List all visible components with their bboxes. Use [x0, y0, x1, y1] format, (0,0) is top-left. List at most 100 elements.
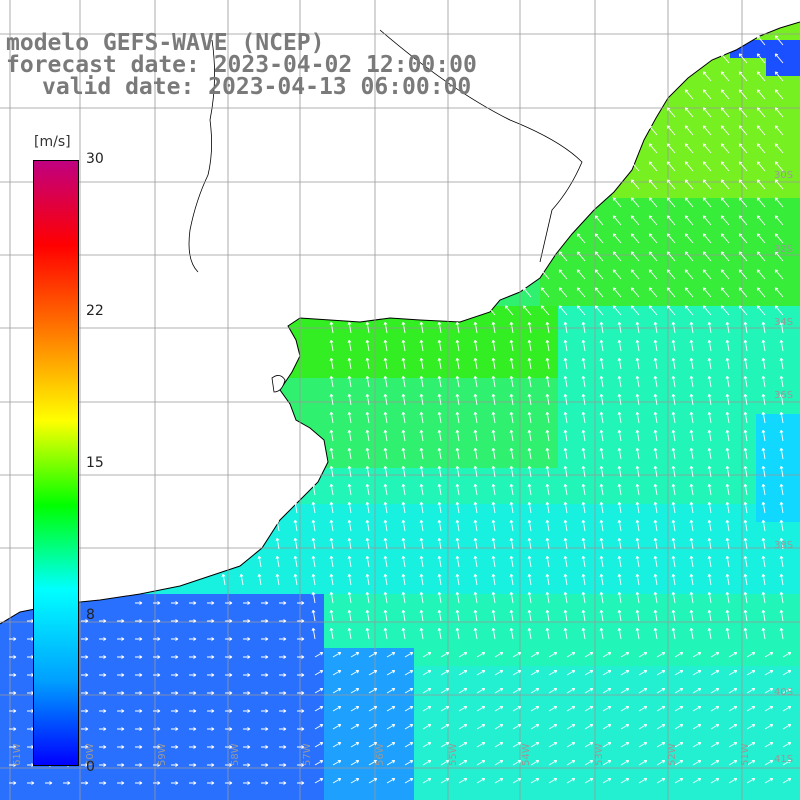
wind-arrow: [81, 709, 89, 713]
wind-arrow: [602, 651, 612, 658]
wind-arrow: [530, 723, 540, 730]
wind-arrow: [491, 519, 496, 532]
wind-arrow: [638, 651, 648, 658]
wind-arrow: [707, 411, 712, 424]
wind-arrow: [576, 287, 586, 298]
wind-arrow: [347, 411, 352, 424]
wind-arrow: [386, 759, 396, 766]
wind-arrow: [491, 411, 496, 424]
wind-arrow: [383, 375, 388, 388]
wind-arrow: [368, 669, 378, 676]
wind-arrow: [476, 741, 486, 748]
wind-arrow: [437, 591, 442, 604]
wind-arrow: [275, 555, 280, 568]
wind-arrow: [761, 411, 766, 424]
wind-arrow: [207, 745, 215, 749]
wind-arrow: [509, 429, 514, 442]
wind-arrow: [671, 573, 676, 586]
wind-arrow: [293, 555, 298, 568]
wind-arrow: [692, 687, 702, 694]
wind-arrow: [153, 655, 161, 659]
wind-arrow: [707, 465, 712, 478]
wind-cell: [792, 252, 800, 270]
wind-arrow: [566, 705, 576, 712]
wind-arrow: [656, 777, 666, 784]
wind-arrow: [756, 89, 766, 100]
wind-arrow: [455, 321, 460, 334]
wind-arrow: [653, 519, 658, 532]
wind-arrow: [702, 305, 712, 316]
wind-arrow: [527, 591, 532, 604]
wind-arrow: [720, 179, 730, 190]
wind-arrow: [99, 709, 107, 713]
wind-arrow: [671, 519, 676, 532]
wind-arrow: [545, 591, 550, 604]
wind-arrow: [314, 741, 324, 748]
wind-arrow: [692, 759, 702, 766]
wind-arrow: [293, 573, 298, 586]
wind-arrow: [440, 669, 450, 676]
wind-arrow: [566, 777, 576, 784]
wind-arrow: [171, 619, 179, 623]
wind-arrow: [117, 619, 125, 623]
wind-cell: [234, 792, 252, 800]
wind-arrow: [738, 161, 748, 172]
wind-arrow: [207, 637, 215, 641]
wind-cell: [774, 792, 792, 800]
wind-arrow: [653, 609, 658, 622]
wind-arrow: [576, 305, 586, 316]
wind-arrow: [437, 519, 442, 532]
wind-cell: [306, 342, 324, 360]
wind-arrow: [368, 687, 378, 694]
wind-arrow: [419, 609, 424, 622]
wind-arrow: [365, 357, 370, 370]
wind-arrow: [648, 305, 658, 316]
wind-arrow: [491, 429, 496, 442]
wind-arrow: [566, 741, 576, 748]
wind-arrow: [530, 741, 540, 748]
wind-arrow: [311, 519, 316, 532]
wind-arrow: [509, 519, 514, 532]
wind-arrow: [756, 143, 766, 154]
wind-arrow: [347, 609, 352, 622]
wind-arrow: [710, 705, 720, 712]
wind-arrow: [279, 709, 287, 713]
wind-arrow: [738, 215, 748, 226]
wind-arrow: [527, 609, 532, 622]
wind-arrow: [455, 591, 460, 604]
wind-arrow: [653, 429, 658, 442]
colorbar-units: [m/s]: [34, 134, 71, 150]
wind-arrow: [329, 465, 334, 478]
wind-arrow: [674, 759, 684, 766]
wind-cell: [360, 792, 378, 800]
wind-cell: [792, 342, 800, 360]
wind-arrow: [599, 483, 604, 496]
wind-cell: [720, 792, 738, 800]
wind-arrow: [612, 197, 622, 208]
wind-arrow: [584, 777, 594, 784]
wind-arrow: [782, 687, 792, 694]
wind-arrow: [383, 411, 388, 424]
wind-arrow: [365, 429, 370, 442]
wind-arrow: [617, 411, 622, 424]
wind-arrow: [630, 179, 640, 190]
wind-arrow: [563, 465, 568, 478]
wind-arrow: [743, 429, 748, 442]
wind-arrow: [684, 125, 694, 136]
wind-arrow: [383, 537, 388, 550]
wind-arrow: [674, 687, 684, 694]
wind-arrow: [293, 519, 298, 532]
wind-arrow: [135, 655, 143, 659]
wind-arrow: [494, 687, 504, 694]
wind-arrow: [707, 375, 712, 388]
wind-arrow: [509, 609, 514, 622]
longitude-label: 58W: [230, 743, 241, 766]
wind-arrow: [365, 609, 370, 622]
wind-arrow: [671, 501, 676, 514]
wind-arrow: [437, 609, 442, 622]
wind-arrow: [779, 627, 784, 640]
wind-arrow: [581, 447, 586, 460]
wind-arrow: [530, 705, 540, 712]
wind-arrow: [365, 483, 370, 496]
wind-arrow: [648, 215, 658, 226]
